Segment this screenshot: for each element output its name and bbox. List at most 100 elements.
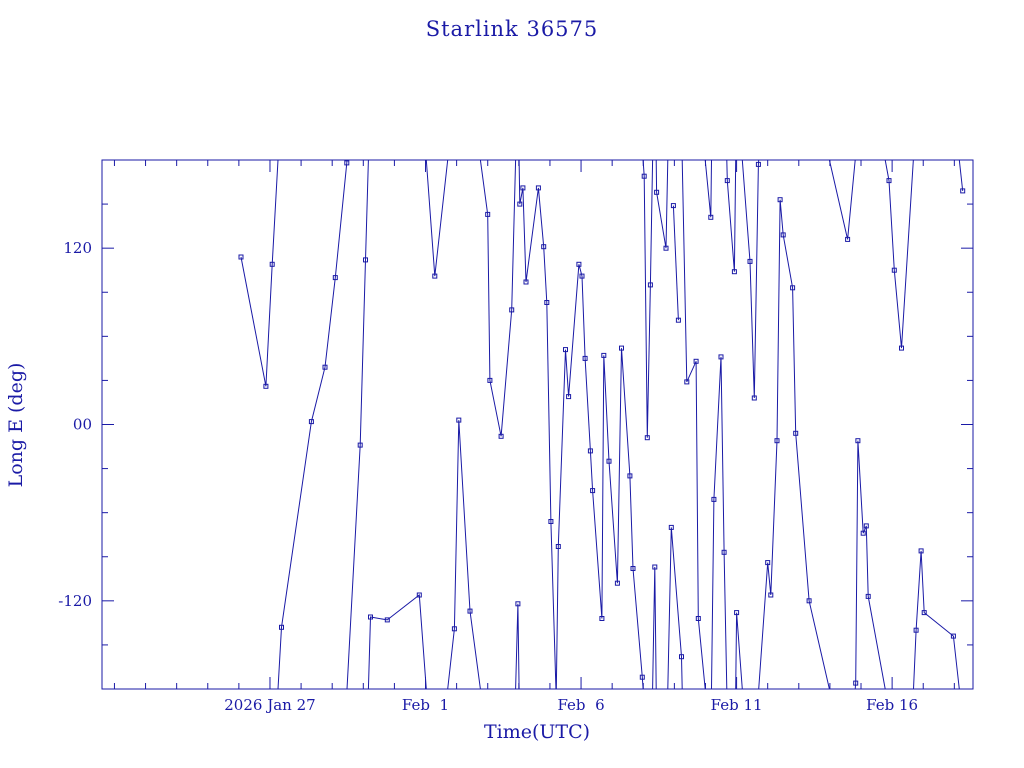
data-point bbox=[566, 394, 572, 400]
data-point bbox=[606, 458, 612, 464]
data-point bbox=[860, 530, 866, 536]
x-tick-label: Feb 1 bbox=[402, 696, 449, 714]
x-tick-label: Feb 11 bbox=[711, 696, 763, 714]
plot-frame-group bbox=[101, 159, 974, 690]
data-point bbox=[863, 523, 869, 529]
data-point bbox=[790, 285, 796, 291]
data-point bbox=[724, 178, 730, 184]
data-point bbox=[279, 624, 284, 630]
data-point bbox=[384, 617, 390, 623]
data-point bbox=[520, 185, 526, 191]
data-point bbox=[332, 275, 338, 281]
axis-ticks bbox=[102, 160, 973, 689]
data-point bbox=[263, 383, 269, 389]
data-point bbox=[456, 417, 462, 423]
x-axis-label: Time(UTC) bbox=[484, 721, 590, 743]
longitude-line bbox=[240, 160, 964, 689]
data-markers bbox=[238, 160, 966, 686]
data-point bbox=[853, 680, 859, 686]
data-point bbox=[487, 377, 493, 383]
x-tick-labels: 2026 Jan 27 Feb 1 Feb 6 Feb 11 Feb 16 bbox=[224, 696, 918, 714]
data-point bbox=[899, 345, 904, 351]
data-point bbox=[731, 269, 737, 275]
data-point bbox=[467, 608, 473, 614]
data-point bbox=[865, 593, 871, 599]
data-point bbox=[891, 267, 897, 273]
longitude-line-segment bbox=[672, 205, 679, 321]
x-tick-label: Feb 6 bbox=[557, 696, 604, 714]
data-point bbox=[734, 610, 740, 616]
data-point bbox=[774, 438, 780, 444]
y-tick-label: -120 bbox=[58, 592, 92, 610]
data-point bbox=[654, 189, 660, 195]
data-point bbox=[639, 674, 645, 680]
data-point bbox=[344, 160, 350, 166]
data-point bbox=[913, 627, 919, 633]
data-point bbox=[576, 261, 582, 267]
data-point bbox=[357, 442, 363, 448]
y-axis-label: Long E (deg) bbox=[5, 363, 27, 488]
data-point bbox=[755, 161, 761, 167]
data-point bbox=[548, 519, 554, 524]
data-point bbox=[777, 197, 783, 203]
data-point bbox=[322, 364, 328, 370]
data-point bbox=[960, 188, 966, 194]
data-point bbox=[541, 244, 547, 250]
data-point bbox=[523, 279, 529, 285]
y-tick-label: 00 bbox=[73, 416, 92, 434]
plot-frame bbox=[101, 159, 974, 690]
data-point bbox=[614, 580, 620, 586]
data-point bbox=[544, 300, 550, 305]
data-point bbox=[587, 448, 593, 454]
data-point bbox=[679, 654, 684, 660]
data-point bbox=[652, 564, 658, 570]
data-point bbox=[663, 245, 669, 251]
x-tick-label: 2026 Jan 27 bbox=[224, 696, 315, 714]
data-point bbox=[590, 488, 596, 494]
data-point bbox=[780, 232, 786, 238]
data-point bbox=[647, 282, 653, 288]
data-point bbox=[627, 473, 633, 479]
data-point bbox=[509, 307, 515, 313]
data-point bbox=[684, 379, 690, 385]
data-point bbox=[751, 395, 757, 401]
longitude-series bbox=[240, 160, 964, 689]
data-point bbox=[619, 345, 624, 351]
data-point bbox=[432, 273, 438, 279]
data-point bbox=[269, 261, 275, 267]
data-point bbox=[641, 173, 647, 179]
data-point bbox=[675, 317, 681, 323]
data-point bbox=[693, 358, 699, 364]
data-point bbox=[721, 549, 727, 555]
data-point bbox=[517, 201, 523, 207]
data-point bbox=[451, 626, 457, 632]
x-tick-label: Feb 16 bbox=[866, 696, 918, 714]
data-point bbox=[765, 560, 771, 566]
data-point bbox=[555, 544, 561, 549]
data-point bbox=[308, 419, 314, 425]
y-tick-label: 120 bbox=[63, 239, 92, 257]
data-point bbox=[855, 438, 861, 444]
data-point bbox=[535, 185, 541, 191]
data-point bbox=[695, 616, 701, 621]
data-point bbox=[768, 592, 774, 598]
data-point bbox=[793, 430, 799, 436]
y-tick-labels: -120 00 120 bbox=[58, 239, 92, 610]
data-point bbox=[238, 254, 244, 260]
data-point bbox=[806, 598, 812, 604]
data-point bbox=[579, 273, 585, 279]
data-point bbox=[747, 258, 753, 264]
data-point bbox=[845, 236, 851, 242]
data-point bbox=[368, 614, 373, 620]
data-point bbox=[886, 178, 892, 184]
data-point bbox=[363, 257, 368, 263]
data-point bbox=[485, 211, 491, 217]
data-point bbox=[498, 433, 504, 439]
data-point bbox=[708, 214, 714, 220]
data-point bbox=[515, 601, 521, 607]
data-point bbox=[599, 616, 605, 621]
data-point bbox=[918, 548, 924, 554]
chart-title: Starlink 36575 bbox=[426, 17, 599, 41]
data-point bbox=[630, 566, 636, 571]
